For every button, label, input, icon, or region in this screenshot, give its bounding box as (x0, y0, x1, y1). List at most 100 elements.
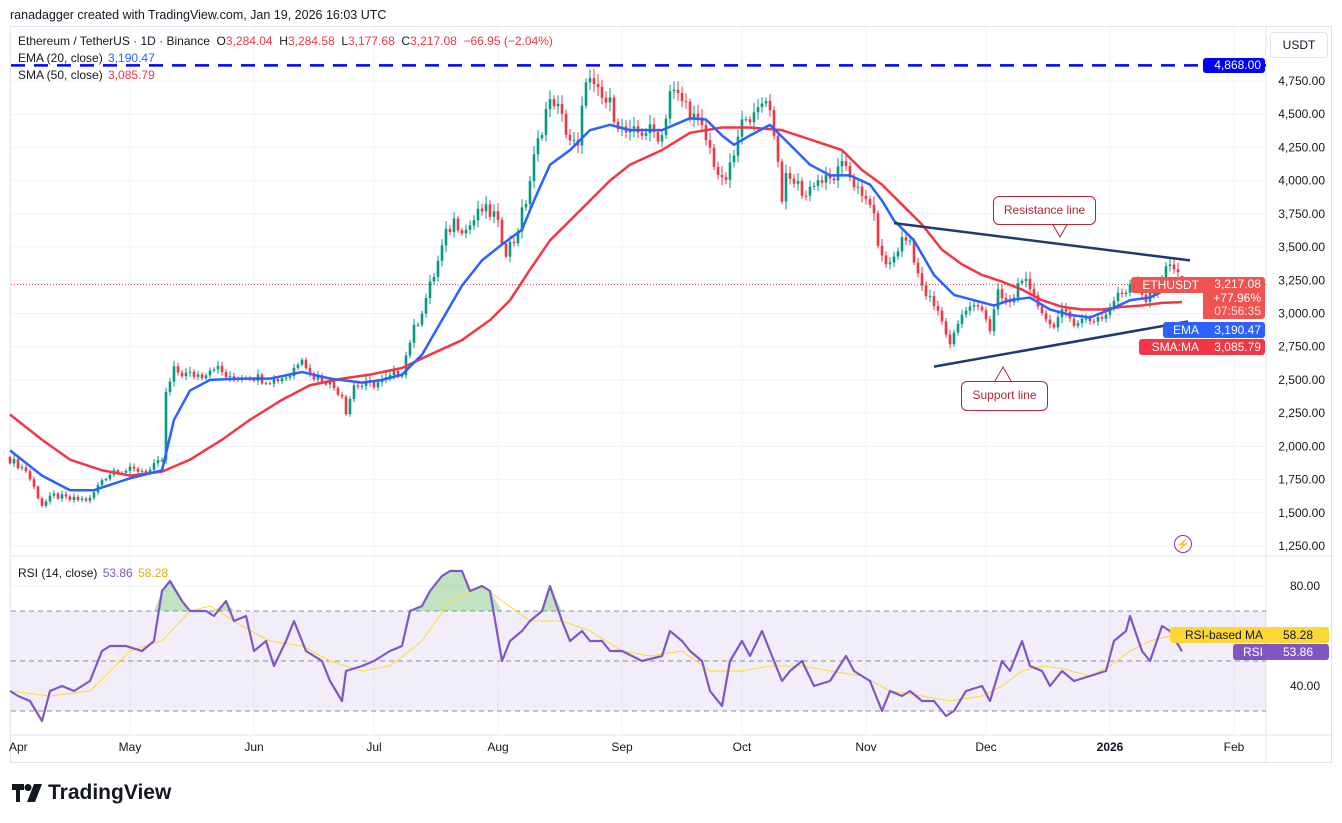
lightning-icon[interactable]: ⚡ (1174, 535, 1192, 553)
candle-body (796, 180, 800, 184)
price-tick-label: 2,750.00 (1278, 340, 1325, 354)
sma-legend[interactable]: SMA (50, close) 3,085.79 (18, 68, 155, 82)
candle-body (520, 207, 524, 232)
currency-button[interactable]: USDT (1270, 32, 1328, 58)
support-line-annotation[interactable]: Support line (961, 381, 1048, 411)
candle-body (152, 463, 156, 470)
time-tick-label: Aug (487, 740, 508, 754)
candle-body (408, 342, 412, 356)
rsi-ma-tag-value: 58.28 (1267, 627, 1329, 643)
ema-legend-value: 3,190.47 (108, 51, 155, 65)
price-tick-label: 2,500.00 (1278, 373, 1325, 387)
candle-body (956, 323, 960, 333)
candle-body (860, 186, 864, 197)
price-tick-label: 4,750.00 (1278, 74, 1325, 88)
candle-body (276, 378, 280, 382)
candle-body (1004, 297, 1008, 301)
candle-body (564, 113, 568, 135)
candle-body (312, 373, 316, 380)
candle-body (748, 119, 752, 123)
candle-body (792, 178, 796, 184)
candle-body (172, 366, 176, 382)
candle-body (508, 241, 512, 257)
candle-body (1024, 278, 1028, 281)
candle-body (56, 493, 60, 499)
rsi-legend[interactable]: RSI (14, close) 53.86 58.28 (18, 566, 168, 580)
candle-body (724, 177, 728, 180)
rsi-overbought-fill (482, 586, 490, 611)
candle-body (996, 289, 1000, 310)
candle-body (888, 262, 892, 265)
candle-body (264, 383, 268, 385)
candle-body (460, 230, 464, 234)
candle-body (268, 383, 272, 385)
time-tick-label: Dec (975, 740, 996, 754)
price-tick-label: 3,000.00 (1278, 307, 1325, 321)
candle-body (980, 306, 984, 311)
candle-body (676, 89, 680, 94)
candle-body (856, 186, 860, 188)
candle-body (716, 166, 720, 175)
candle-body (80, 498, 84, 500)
candle-body (640, 132, 644, 136)
candle-body (484, 204, 488, 212)
candle-body (1008, 300, 1012, 303)
candle-body (316, 375, 320, 380)
candle-body (880, 245, 884, 256)
candle-body (464, 229, 468, 234)
candle-body (416, 324, 420, 326)
rsi-tag-value: 53.86 (1267, 644, 1329, 660)
candle-body (844, 160, 848, 166)
candle-body (1124, 292, 1128, 294)
candle-body (476, 208, 480, 221)
candle-body (1064, 309, 1068, 312)
candle-body (800, 180, 804, 196)
candle-body (916, 262, 920, 274)
candle-body (804, 195, 808, 197)
candle-body (1072, 318, 1076, 326)
low-value: 3,177.68 (348, 34, 395, 48)
candle-body (836, 166, 840, 181)
rsi-ma-legend-value: 58.28 (138, 566, 169, 580)
candle-body (8, 457, 12, 464)
rsi-line (9, 569, 1183, 723)
candle-body (200, 374, 204, 379)
candle-body (212, 369, 216, 371)
resistance-line-annotation[interactable]: Resistance line (993, 196, 1096, 225)
ema20-line (9, 116, 1183, 492)
candle-body (972, 305, 976, 307)
candle-body (48, 495, 52, 502)
candle-body (204, 375, 208, 379)
candle-body (660, 135, 664, 142)
candle-body (648, 124, 652, 134)
ema-legend[interactable]: EMA (20, close) 3,190.47 (18, 51, 155, 65)
candle-body (848, 165, 852, 178)
candle-body (320, 375, 324, 382)
open-value: 3,284.04 (225, 34, 273, 48)
candle-body (920, 273, 924, 286)
candle-body (72, 496, 76, 500)
candle-body (604, 97, 608, 103)
candle-body (228, 376, 232, 378)
candle-body (896, 251, 900, 257)
candle-body (352, 385, 356, 400)
time-tick-label: Jul (366, 740, 381, 754)
candle-body (288, 375, 292, 378)
open-label: O (216, 34, 226, 48)
candle-body (104, 479, 108, 481)
tradingview-logo[interactable]: TradingView (12, 781, 171, 805)
candle-body (944, 321, 948, 335)
candle-body (756, 107, 760, 113)
change-percent: +77.96% (1213, 290, 1261, 305)
candle-body (340, 394, 344, 397)
candle-body (1076, 323, 1080, 326)
tradingview-logo-icon (12, 784, 42, 802)
price-tick-label: 4,000.00 (1278, 174, 1325, 188)
candle-body (144, 470, 148, 473)
symbol-tag: ETHUSDT (1131, 277, 1203, 293)
candle-body (488, 204, 492, 217)
price-tag: 3,217.08 +77.96% 07:56:35 (1203, 277, 1265, 319)
sma-legend-value: 3,085.79 (108, 68, 155, 82)
candle-body (736, 136, 740, 156)
